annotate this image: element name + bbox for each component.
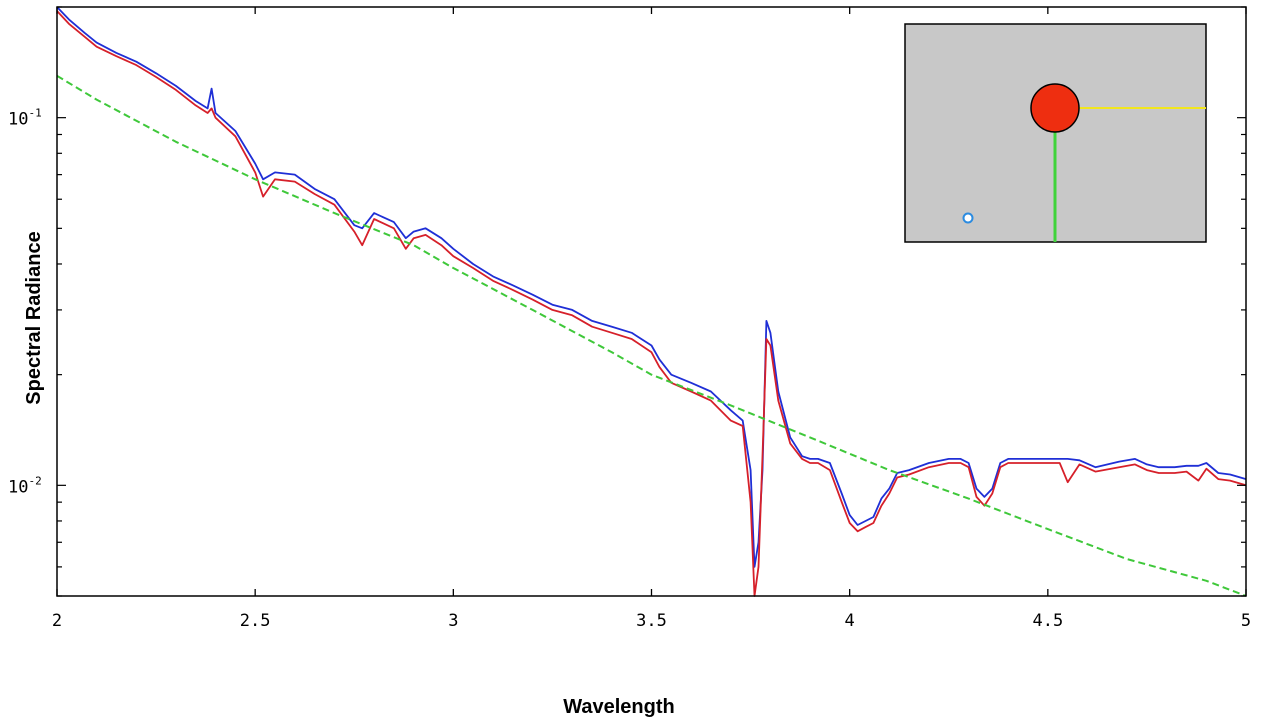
ticks-layer bbox=[56, 6, 1247, 597]
geometry-inset bbox=[904, 23, 1207, 243]
x-tick-label: 5 bbox=[1241, 611, 1251, 631]
y-tick-label: 10-2 bbox=[8, 474, 42, 497]
x-tick-labels: 2 2.5 3 3.5 4 4.5 5 bbox=[52, 611, 1251, 631]
y-tick-label: 10-1 bbox=[8, 107, 42, 130]
x-axis-title: Wavelength bbox=[563, 696, 675, 718]
x-tick-label: 2.5 bbox=[240, 611, 271, 631]
x-tick-label: 3.5 bbox=[636, 611, 667, 631]
x-tick-label: 2 bbox=[52, 611, 62, 631]
series-line-1 bbox=[56, 6, 1247, 568]
y-tick-labels: 10-1 10-2 bbox=[8, 107, 42, 498]
sensor-marker bbox=[962, 212, 974, 224]
x-tick-label: 3 bbox=[448, 611, 458, 631]
sun-marker bbox=[1030, 83, 1080, 133]
series-line-3 bbox=[56, 74, 1247, 597]
x-tick-label: 4.5 bbox=[1032, 611, 1063, 631]
y-axis-title: Spectral Radiance bbox=[23, 231, 45, 404]
x-tick-label: 4 bbox=[845, 611, 855, 631]
